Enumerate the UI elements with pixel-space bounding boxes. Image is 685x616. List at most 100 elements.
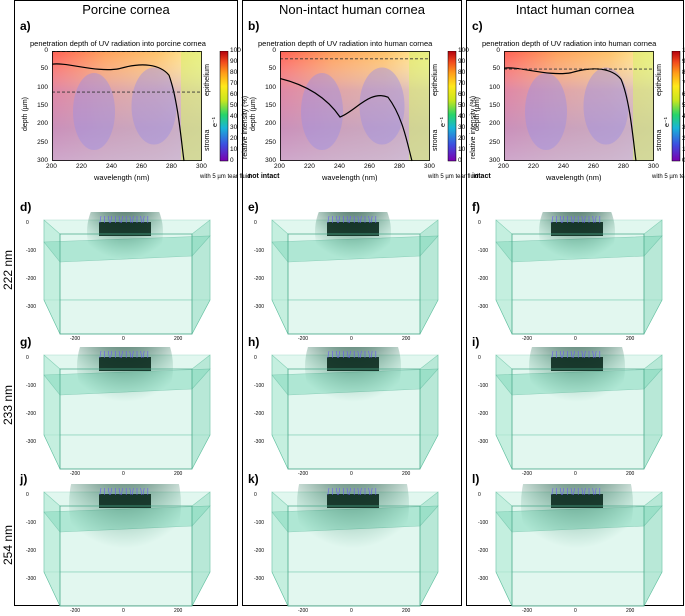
- sim-x-tick: 200: [402, 336, 411, 342]
- sim-x-tick: 200: [174, 471, 183, 477]
- heatmap-x-tick: 260: [588, 163, 599, 170]
- incident-beam-ray: [349, 215, 351, 224]
- sim-x-tick: 0: [574, 608, 577, 614]
- colorbar-tick: 0: [682, 157, 685, 164]
- incident-beam-ray: [551, 487, 554, 496]
- sim-x-tick: 0: [350, 608, 353, 614]
- incident-beam-ray: [562, 487, 565, 496]
- sim-z-tick: -300: [254, 304, 265, 310]
- heatmap-x-tick: 240: [334, 163, 345, 170]
- sim-z-tick: 0: [478, 220, 481, 226]
- heatmap-x-tick: 260: [364, 163, 375, 170]
- incident-beam-ray: [142, 487, 145, 496]
- incident-beam-ray: [107, 487, 110, 496]
- simulation-panel-label: d): [20, 200, 32, 214]
- sim-z-tick: 0: [254, 355, 257, 361]
- box-floor: [271, 434, 439, 470]
- sim-x-tick: -200: [298, 336, 309, 342]
- sim-z-tick: -300: [254, 576, 265, 582]
- colorbar-tick: 10: [682, 146, 685, 153]
- box-front-frame: [511, 233, 645, 335]
- row-label-222: 222 nm: [1, 249, 15, 290]
- colorbar-tick: 70: [458, 80, 466, 87]
- incident-beam-ray: [327, 487, 330, 496]
- incident-beam-ray: [573, 350, 575, 359]
- heatmap-y-tick: 0: [44, 47, 48, 54]
- colorbar-tick: 30: [458, 124, 466, 131]
- colorbar-tick: 20: [682, 135, 685, 142]
- simulation-panel-label: f): [472, 200, 480, 214]
- colorbar-tick: 0: [230, 157, 234, 164]
- incident-beam-ray: [346, 487, 349, 496]
- incident-beam-ray: [118, 215, 121, 224]
- colorbar-label: relative intensity (%): [242, 95, 249, 159]
- incident-beam-ray: [370, 350, 373, 359]
- column-title: Porcine cornea: [82, 2, 170, 17]
- photon-trajectory-cloud: [297, 484, 409, 578]
- sim-x-tick: -200: [70, 608, 81, 614]
- box-left-face: [271, 491, 289, 607]
- heatmap-y-tick: 150: [489, 102, 500, 109]
- incident-beam-ray: [562, 215, 565, 224]
- heatmap-plot: [504, 51, 681, 162]
- incident-beam-ray: [327, 350, 330, 359]
- photon-simulation-box: [271, 212, 439, 335]
- incident-beam-ray: [583, 487, 586, 496]
- colorbar-marker: e⁻¹: [664, 117, 671, 127]
- simulation-panel-label: k): [248, 472, 259, 486]
- heatmap-panel-label: b): [248, 19, 260, 33]
- colorbar: [672, 51, 680, 161]
- photon-simulation-box: [495, 484, 663, 607]
- heatmap-x-label: wavelength (nm): [94, 173, 150, 182]
- heatmap-frame: [52, 51, 202, 161]
- sim-x-tick: -200: [522, 336, 533, 342]
- sim-z-tick: -100: [26, 248, 37, 254]
- incident-beam-ray: [121, 215, 123, 224]
- sim-z-tick: -100: [254, 248, 265, 254]
- heatmap-x-tick: 300: [196, 163, 207, 170]
- incident-beam-ray: [131, 215, 134, 224]
- incident-beam-ray: [335, 350, 338, 359]
- incident-beam-ray: [349, 487, 351, 496]
- incident-beam-ray: [121, 487, 123, 496]
- incident-beam-ray: [370, 215, 373, 224]
- sim-x-tick: 0: [350, 336, 353, 342]
- heatmap-x-tick: 200: [46, 163, 57, 170]
- sim-z-tick: -100: [254, 520, 265, 526]
- incident-beam-ray: [570, 350, 573, 359]
- heatmap-y-tick: 300: [265, 157, 276, 164]
- box-floor: [43, 434, 211, 470]
- sim-z-tick: -300: [26, 304, 37, 310]
- heatmap-x-tick: 200: [274, 163, 285, 170]
- incident-beam-ray: [335, 215, 338, 224]
- sim-z-tick: -100: [254, 383, 265, 389]
- heatmap-y-tick: 250: [265, 138, 276, 146]
- colorbar-tick: 100: [230, 47, 241, 54]
- incident-beam-ray: [583, 215, 586, 224]
- colorbar-tick: 80: [230, 69, 238, 76]
- box-front-frame: [287, 368, 421, 470]
- colorbar-tick: 70: [230, 80, 238, 87]
- photon-simulation-box: [43, 347, 211, 470]
- sim-x-tick: -200: [298, 608, 309, 614]
- incident-beam-ray: [594, 215, 597, 224]
- incident-beam-ray: [142, 350, 145, 359]
- sim-x-tick: 200: [402, 471, 411, 477]
- incident-beam-ray: [592, 350, 595, 359]
- heatmap-y-tick: 150: [265, 102, 276, 109]
- heatmap-y-tick: 150: [37, 102, 48, 109]
- incident-beam-ray: [327, 215, 330, 224]
- incident-beam-ray: [338, 487, 341, 496]
- sim-z-tick: -300: [26, 576, 37, 582]
- colorbar-frame: [219, 51, 229, 162]
- sim-x-tick: 200: [626, 336, 635, 342]
- sim-x-tick: 0: [122, 608, 125, 614]
- heatmap-y-tick: 100: [265, 83, 276, 91]
- sim-z-tick: -100: [478, 520, 489, 526]
- incident-beam-ray: [140, 350, 143, 359]
- heatmap-y-tick: 50: [268, 65, 276, 73]
- incident-beam-ray: [359, 350, 362, 359]
- photon-simulation-box: [271, 484, 439, 607]
- box-front-frame: [511, 505, 645, 607]
- cornea-status-tag: intact: [472, 173, 491, 180]
